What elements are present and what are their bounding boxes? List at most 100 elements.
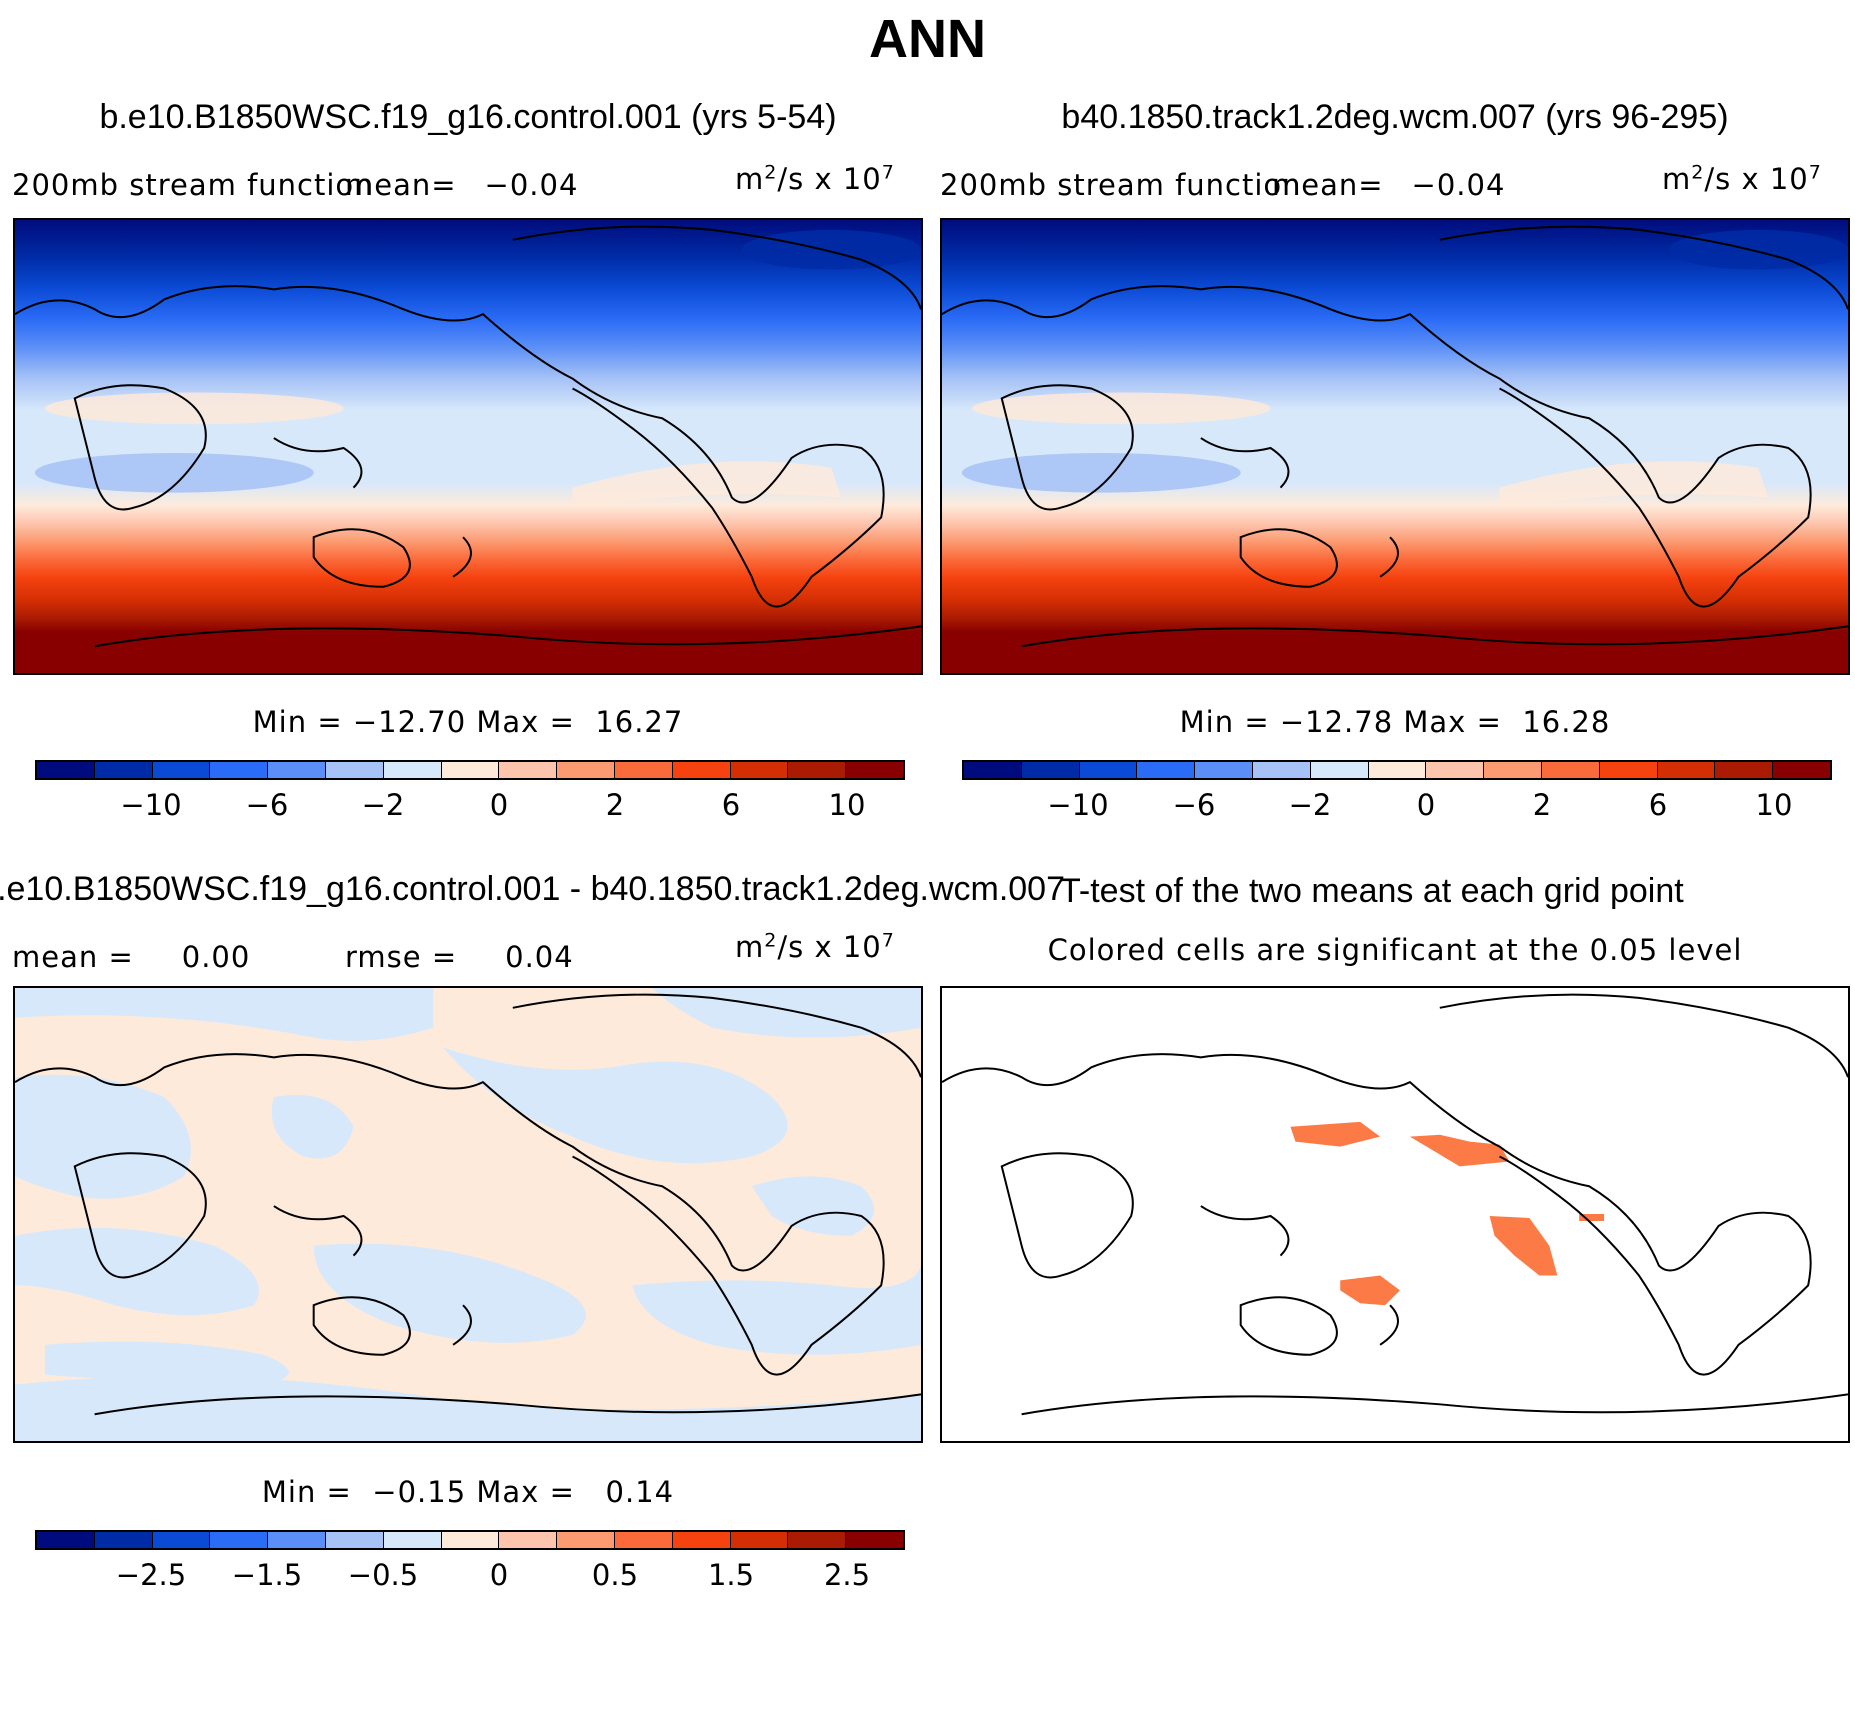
- colorbar-swatch: [672, 762, 731, 778]
- max-value-control: 16.27: [595, 705, 684, 739]
- minmax-difference: Min = −0.15 Max = 0.14: [261, 1475, 675, 1509]
- map-ttest: [940, 986, 1850, 1443]
- colorbar-swatch: [557, 1532, 615, 1548]
- stream-function-map-control: [15, 220, 921, 673]
- colorbar-swatch: [383, 762, 442, 778]
- colorbar-swatch: [268, 1532, 326, 1548]
- colorbar-tick-label: −10: [120, 788, 182, 822]
- colorbar-swatch: [325, 762, 384, 778]
- stream-function-map-wcm: [942, 220, 1848, 673]
- colorbar-swatch: [1252, 762, 1311, 778]
- colorbar-tick-label: 2: [1532, 788, 1552, 822]
- colorbar-swatch: [1368, 762, 1427, 778]
- panel-title-ttest: T-test of the two means at each grid poi…: [1060, 872, 1684, 910]
- map-difference: [13, 986, 923, 1443]
- colorbar-field-left: [35, 760, 905, 780]
- colorbar-swatch: [846, 1532, 903, 1548]
- difference-map: [15, 988, 921, 1441]
- colorbar-tick-label: 2: [605, 788, 625, 822]
- min-value-control: −12.70: [352, 705, 467, 739]
- colorbar-swatch: [788, 1532, 847, 1548]
- colorbar-swatch: [37, 762, 95, 778]
- min-value-wcm: −12.78: [1279, 705, 1394, 739]
- minmax-wcm: Min = −12.78 Max = 16.28: [1179, 705, 1611, 739]
- diff-rmse-label: rmse = 0.04: [345, 940, 574, 974]
- colorbar-ticks-difference: −2.5 −1.5 −0.5 0 0.5 1.5 2.5: [35, 1558, 905, 1598]
- colorbar-tick-label: −2: [1288, 788, 1332, 822]
- colorbar-swatch: [268, 762, 326, 778]
- max-value-difference: 0.14: [605, 1475, 675, 1509]
- diff-rmse-value: 0.04: [505, 940, 574, 974]
- colorbar-swatch: [1657, 762, 1716, 778]
- colorbar-swatch: [441, 762, 500, 778]
- colorbar-swatch: [788, 762, 847, 778]
- colorbar-swatch: [383, 1532, 442, 1548]
- colorbar-swatch: [964, 762, 1022, 778]
- max-value-wcm: 16.28: [1522, 705, 1611, 739]
- colorbar-tick-label: 0: [489, 788, 509, 822]
- panel-title-difference: b.e10.B1850WSC.f19_g16.control.001 - b40…: [0, 870, 1065, 908]
- diff-mean-label: mean = 0.00: [12, 940, 251, 974]
- colorbar-tick-label: −1.5: [231, 1558, 303, 1592]
- colorbar-tick-label: 6: [1648, 788, 1668, 822]
- min-value-difference: −0.15: [372, 1475, 467, 1509]
- mean-value-wcm: −0.04: [1411, 168, 1506, 202]
- panel-title-wcm: b40.1850.track1.2deg.wcm.007 (yrs 96-295…: [1061, 98, 1729, 136]
- colorbar-swatch: [614, 1532, 673, 1548]
- colorbar-swatch: [846, 762, 903, 778]
- colorbar-swatch: [210, 762, 269, 778]
- colorbar-tick-label: −6: [245, 788, 289, 822]
- map-control: [13, 218, 923, 675]
- colorbar-tick-label: 10: [1755, 788, 1793, 822]
- colorbar-swatch: [730, 1532, 789, 1548]
- mean-label-wcm: mean= −0.04: [1272, 168, 1506, 202]
- mean-value-control: −0.04: [484, 168, 579, 202]
- colorbar-swatch: [94, 1532, 153, 1548]
- colorbar-tick-label: −10: [1047, 788, 1109, 822]
- colorbar-swatch: [1021, 762, 1080, 778]
- colorbar-tick-label: 1.5: [707, 1558, 755, 1592]
- colorbar-swatch: [557, 762, 615, 778]
- colorbar-swatch: [94, 762, 153, 778]
- ttest-subtitle: Colored cells are significant at the 0.0…: [1047, 933, 1743, 967]
- colorbar-swatch: [1715, 762, 1774, 778]
- colorbar-swatch: [1599, 762, 1658, 778]
- colorbar-swatch: [1541, 762, 1600, 778]
- colorbar-tick-label: 6: [721, 788, 741, 822]
- colorbar-swatch: [1426, 762, 1485, 778]
- colorbar-swatch: [210, 1532, 269, 1548]
- colorbar-swatch: [152, 1532, 211, 1548]
- colorbar-swatch: [152, 762, 211, 778]
- colorbar-swatch: [1484, 762, 1542, 778]
- diff-mean-value: 0.00: [181, 940, 251, 974]
- colorbar-swatch: [499, 1532, 558, 1548]
- colorbar-difference: [35, 1530, 905, 1550]
- colorbar-ticks-field-left: −10 −6 −2 0 2 6 10: [35, 788, 905, 828]
- units-label-wcm: m2/s x 107: [1662, 161, 1822, 196]
- map-wcm: [940, 218, 1850, 675]
- mean-label-control: mean= −0.04: [345, 168, 579, 202]
- minmax-control: Min = −12.70 Max = 16.27: [252, 705, 684, 739]
- colorbar-swatch: [1137, 762, 1196, 778]
- colorbar-swatch: [441, 1532, 500, 1548]
- colorbar-tick-label: −2.5: [115, 1558, 187, 1592]
- colorbar-tick-label: 10: [828, 788, 866, 822]
- colorbar-swatch: [1773, 762, 1830, 778]
- colorbar-swatch: [1310, 762, 1369, 778]
- colorbar-tick-label: 0.5: [591, 1558, 639, 1592]
- colorbar-tick-label: −6: [1172, 788, 1216, 822]
- colorbar-swatch: [325, 1532, 384, 1548]
- field-label-wcm: 200mb stream function: [940, 168, 1302, 202]
- colorbar-tick-label: 2.5: [823, 1558, 871, 1592]
- colorbar-field-right: [962, 760, 1832, 780]
- colorbar-tick-label: −0.5: [347, 1558, 419, 1592]
- colorbar-swatch: [672, 1532, 731, 1548]
- panel-title-control: b.e10.B1850WSC.f19_g16.control.001 (yrs …: [99, 98, 837, 136]
- units-label-control: m2/s x 107: [735, 161, 895, 196]
- colorbar-swatch: [730, 762, 789, 778]
- figure-title: ANN: [869, 9, 986, 69]
- colorbar-swatch: [614, 762, 673, 778]
- field-label-control: 200mb stream function: [12, 168, 374, 202]
- colorbar-swatch: [37, 1532, 95, 1548]
- colorbar-ticks-field-right: −10 −6 −2 0 2 6 10: [962, 788, 1832, 828]
